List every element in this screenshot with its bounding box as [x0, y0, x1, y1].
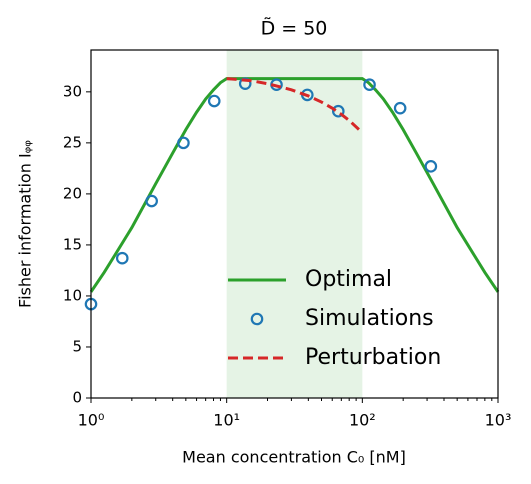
chart-title: D̃ = 50: [261, 17, 328, 39]
y-tick-label: 5: [72, 337, 82, 355]
y-axis-label: Fisher information Iᵩᵩ: [16, 140, 35, 308]
shaded-region: [226, 50, 363, 398]
x-tick-label: 10³: [485, 411, 512, 430]
simulation-point: [115, 251, 129, 265]
simulation-point: [424, 160, 438, 173]
y-tick-label: 15: [63, 235, 82, 253]
simulation-point: [177, 136, 190, 150]
x-tick-label: 10¹: [213, 411, 240, 430]
simulation-point: [363, 78, 376, 91]
perturbation-line: [226, 77, 364, 134]
x-axis-label: Mean concentration C₀ [nM]: [182, 448, 406, 467]
y-tick-label: 20: [63, 184, 82, 202]
simulation-point: [331, 104, 345, 118]
legend-marker: [250, 312, 264, 326]
y-tick-label: 10: [63, 286, 82, 304]
y-tick-label: 25: [63, 133, 82, 151]
x-tick-label: 10²: [349, 411, 376, 430]
x-tick-label: 10⁰: [78, 411, 105, 430]
y-tick-label: 0: [72, 389, 82, 407]
legend-label: Simulations: [305, 306, 434, 331]
legend-label: Optimal: [305, 267, 392, 292]
simulation-point: [145, 194, 158, 208]
optimal-line: [89, 77, 500, 293]
simulation-point: [238, 77, 252, 90]
axes-frame: [90, 49, 499, 399]
simulation-point: [393, 101, 407, 115]
legend-label: Perturbation: [305, 345, 441, 370]
y-tick-label: 30: [63, 82, 82, 100]
simulation-point: [207, 94, 221, 108]
